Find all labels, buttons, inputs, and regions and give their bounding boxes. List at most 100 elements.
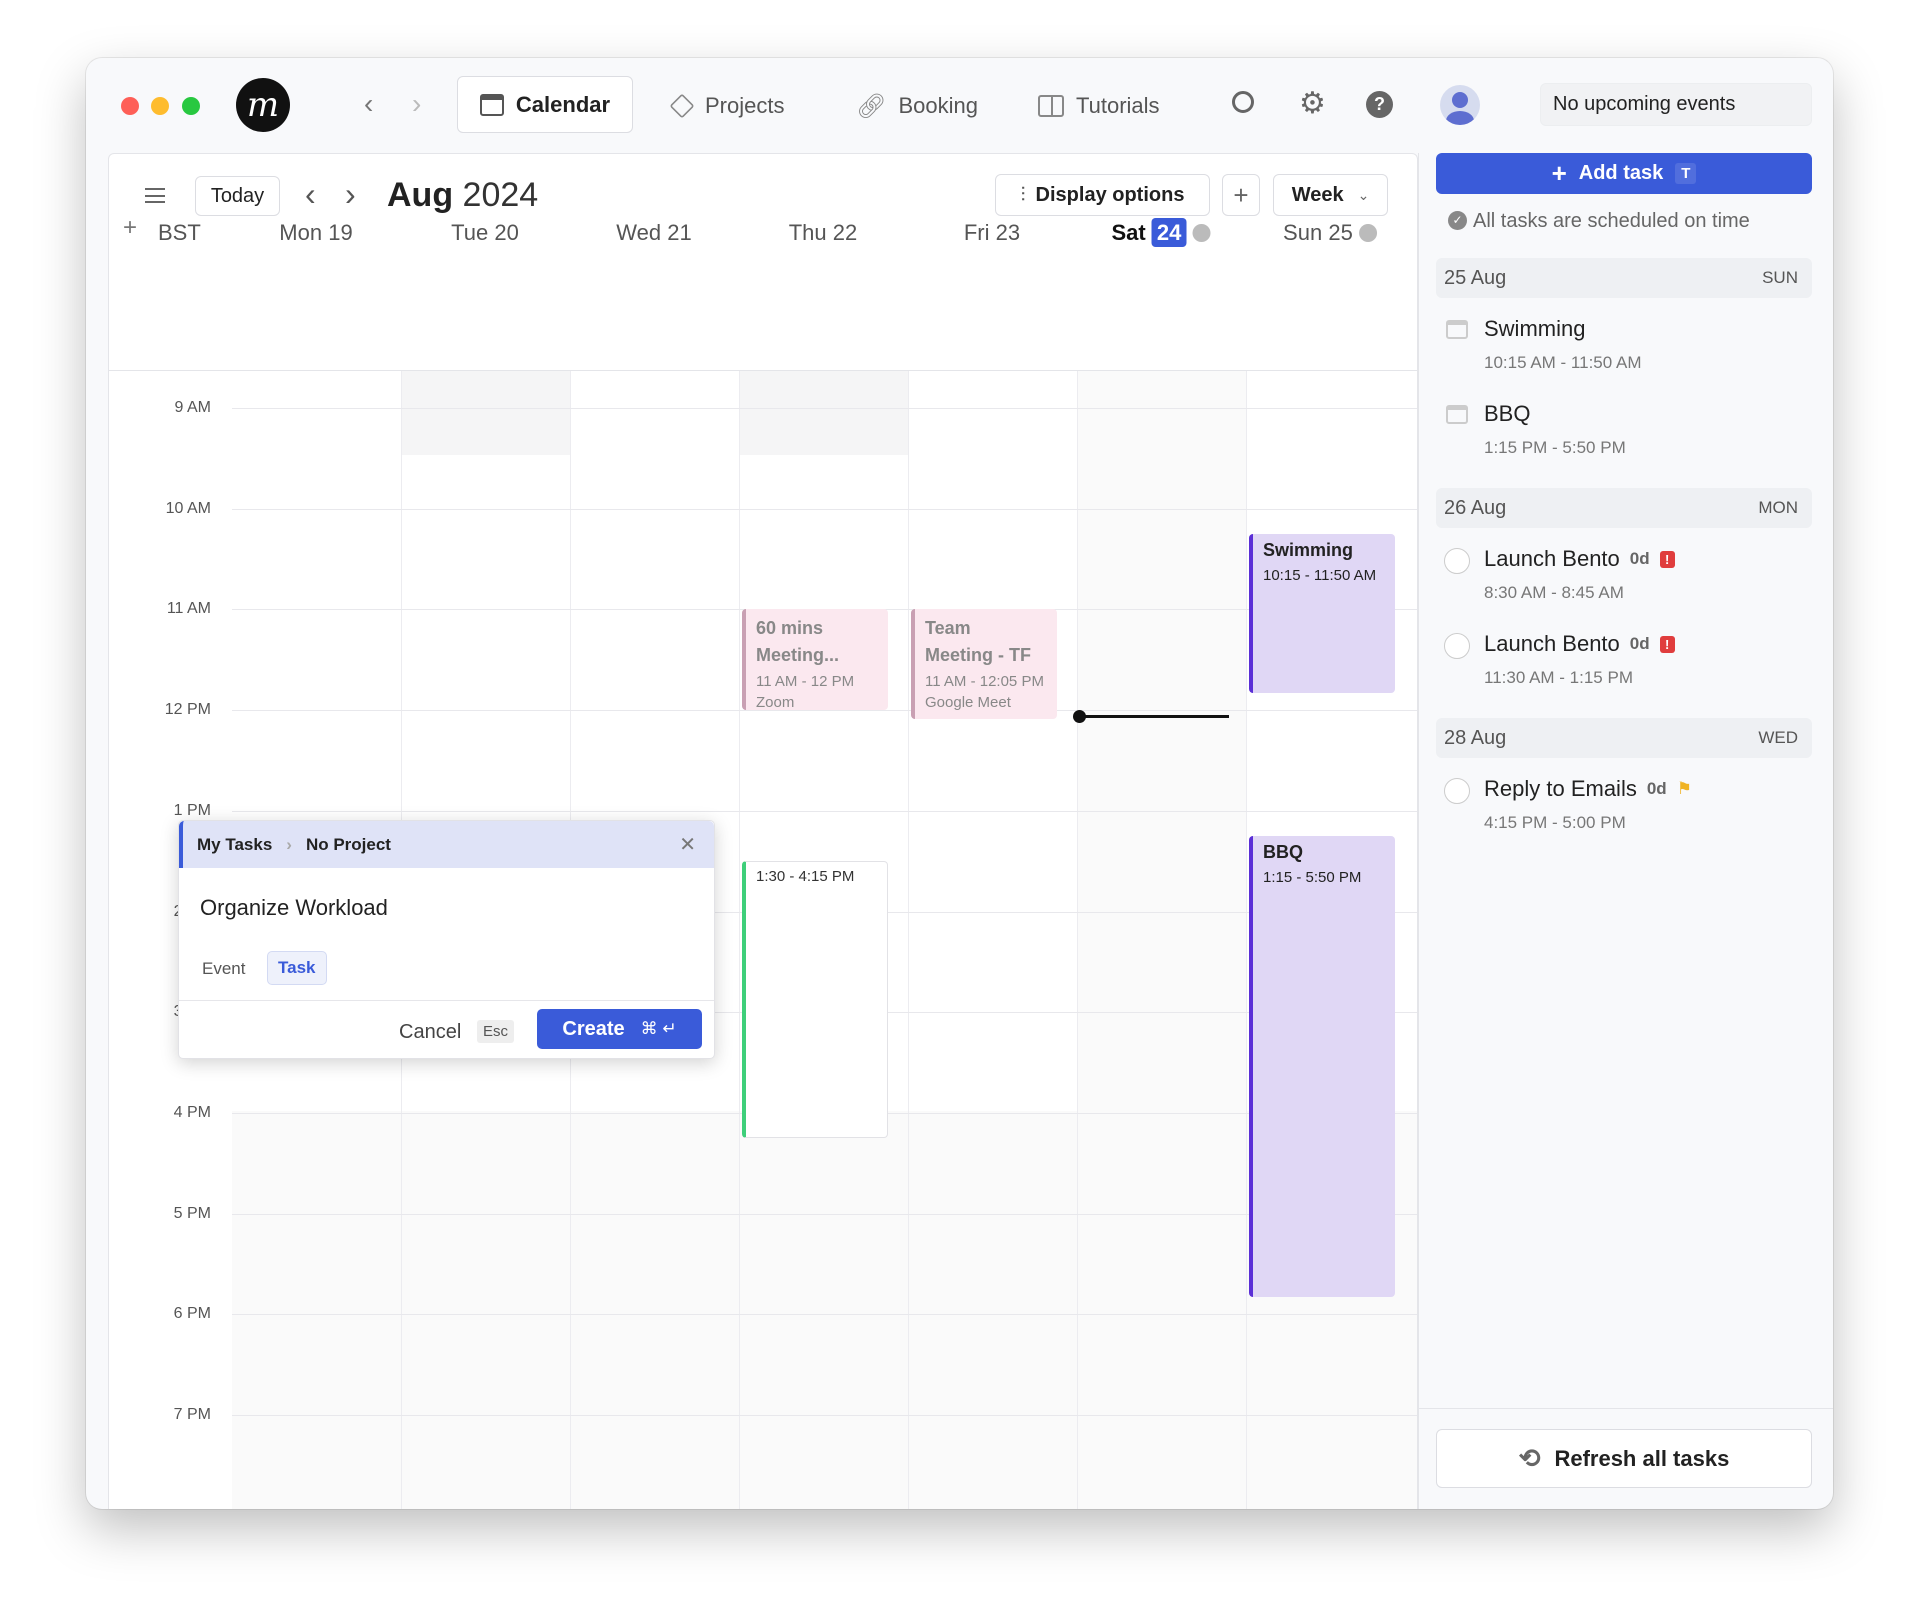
type-task-option[interactable]: Task (267, 951, 327, 985)
event-team-meeting[interactable]: Team Meeting - TF 11 AM - 12:05 PM Google M… (911, 609, 1057, 720)
task-checkbox[interactable] (1444, 548, 1470, 574)
date-group-header: 26 Aug MON (1436, 488, 1812, 528)
link-icon: 🔗︎ (856, 92, 887, 120)
cancel-button[interactable]: Cancel (399, 1021, 462, 1043)
chevron-down-icon: ⌄ (1357, 186, 1370, 203)
refresh-all-tasks-button[interactable]: ⟲ Refresh all tasks (1436, 1429, 1812, 1488)
calendar-icon (1446, 405, 1468, 424)
quick-create-popup: My Tasks › No Project ✕ Organize Workload … (178, 820, 715, 1059)
day-column-divider (739, 371, 740, 1509)
event-60-mins-meeting[interactable]: 60 mins Meeting... 11 AM - 12 PM Zoom (742, 609, 888, 711)
hour-label: 12 PM (164, 701, 211, 719)
search-icon[interactable] (1232, 91, 1254, 113)
clock-icon (1192, 224, 1211, 242)
menu-icon[interactable] (145, 188, 165, 203)
today-button[interactable]: Today (195, 176, 280, 216)
task-sidebar: + Add task T ✓ All tasks are scheduled on … (1418, 153, 1833, 1509)
minimize-window-button[interactable] (151, 97, 169, 115)
tab-calendar[interactable]: Calendar (457, 76, 633, 133)
tab-booking[interactable]: 🔗︎ Booking (856, 92, 978, 120)
user-avatar[interactable] (1440, 85, 1480, 125)
hour-label: 5 PM (173, 1204, 211, 1222)
hour-line (232, 810, 1417, 812)
close-icon[interactable]: ✕ (679, 834, 696, 856)
hour-line (232, 1213, 1417, 1215)
hour-label: 6 PM (173, 1305, 211, 1323)
hour-line (232, 1415, 1417, 1416)
gear-icon[interactable]: ⚙ (1299, 87, 1326, 120)
close-window-button[interactable] (121, 97, 139, 115)
previous-week-button[interactable]: ‹ (305, 176, 316, 212)
priority-icon: ! (1659, 635, 1675, 653)
hour-label: 8 PM (129, 1507, 211, 1509)
day-column-divider (1246, 371, 1247, 1509)
day-header-sun[interactable]: Sun 25 (1283, 220, 1377, 246)
view-select[interactable]: Week ⌄ (1273, 174, 1388, 216)
type-event-option[interactable]: Event (202, 959, 246, 978)
hour-line (232, 508, 1417, 510)
clock-icon (1358, 224, 1377, 242)
task-title-input[interactable]: Organize Workload (200, 895, 388, 920)
create-button[interactable]: Create ⌘ ↵ (537, 1009, 702, 1049)
calendar-icon (479, 93, 504, 116)
hour-label: 11 AM (166, 600, 211, 618)
book-icon (1038, 95, 1064, 117)
day-header-tue[interactable]: Tue 20 (451, 220, 519, 245)
timezone-label: BST (158, 220, 201, 245)
hour-line (232, 1314, 1417, 1316)
today-badge: 24 (1151, 218, 1187, 247)
date-group-header: 25 Aug SUN (1436, 258, 1812, 298)
hour-line (232, 408, 1417, 409)
display-options-button[interactable]: ⫶ Display options (995, 174, 1210, 216)
calendar-panel: Today ‹ › Aug 2024 ⫶ Display options + We… (108, 153, 1418, 1509)
hour-label: 9 AM (174, 399, 211, 416)
sliders-icon: ⫶ (1020, 183, 1026, 206)
task-checkbox[interactable] (1444, 633, 1470, 659)
hour-label: 1 PM (173, 801, 211, 819)
day-header-mon[interactable]: Mon 19 (279, 220, 353, 245)
forward-arrow-icon[interactable]: › (412, 88, 422, 119)
check-circle-icon: ✓ (1448, 211, 1467, 230)
page-title: Aug 2024 (387, 176, 539, 214)
schedule-status: All tasks are scheduled on time (1473, 210, 1750, 232)
day-header-thu[interactable]: Thu 22 (788, 220, 858, 245)
hour-line (232, 710, 1417, 712)
add-timezone-icon[interactable]: + (123, 214, 138, 241)
hour-label: 10 AM (165, 499, 211, 517)
flag-icon: ⚑ (1676, 779, 1692, 798)
next-week-button[interactable]: › (345, 176, 356, 212)
breadcrumb-project[interactable]: No Project (305, 834, 391, 854)
date-group-header: 28 Aug WED (1436, 718, 1812, 758)
app-window: m ‹ › Calendar Projects 🔗︎ Booking Tutori… (86, 58, 1833, 1509)
day-column-divider (908, 371, 909, 1509)
breadcrumb-project-list[interactable]: My Tasks (197, 834, 273, 854)
new-task-placeholder[interactable]: 1:30 - 4:15 PM (742, 861, 888, 1139)
day-header-sat[interactable]: Sat 24 (1112, 218, 1211, 247)
back-arrow-icon[interactable]: ‹ (364, 88, 374, 119)
refresh-icon: ⟲ (1518, 1443, 1541, 1473)
day-header-wed[interactable]: Wed 21 (616, 220, 692, 245)
day-header-fri[interactable]: Fri 23 (963, 220, 1021, 245)
hour-label: 4 PM (173, 1103, 211, 1121)
event-bbq[interactable]: BBQ 1:15 - 5:50 PM (1249, 835, 1395, 1298)
add-event-button[interactable]: + (1222, 174, 1260, 216)
tab-projects[interactable]: Projects (669, 86, 784, 126)
current-time-indicator (1073, 710, 1229, 724)
task-checkbox[interactable] (1444, 778, 1470, 804)
help-icon[interactable]: ? (1366, 91, 1393, 118)
day-column-divider (1077, 371, 1078, 1509)
hour-label: 7 PM (173, 1406, 211, 1423)
app-logo: m (236, 78, 290, 132)
priority-icon: ! (1659, 550, 1675, 568)
esc-key-hint: Esc (477, 1020, 515, 1043)
add-task-button[interactable]: + Add task T (1436, 153, 1812, 194)
cube-icon (669, 93, 695, 119)
maximize-window-button[interactable] (182, 97, 200, 115)
upcoming-events-indicator[interactable]: No upcoming events (1540, 83, 1812, 126)
chevron-right-icon: › (286, 834, 292, 854)
plus-icon: + (1551, 158, 1567, 188)
event-swimming[interactable]: Swimming 10:15 - 11:50 AM (1249, 533, 1395, 693)
calendar-icon (1446, 320, 1468, 339)
tab-tutorials[interactable]: Tutorials (1038, 86, 1160, 126)
